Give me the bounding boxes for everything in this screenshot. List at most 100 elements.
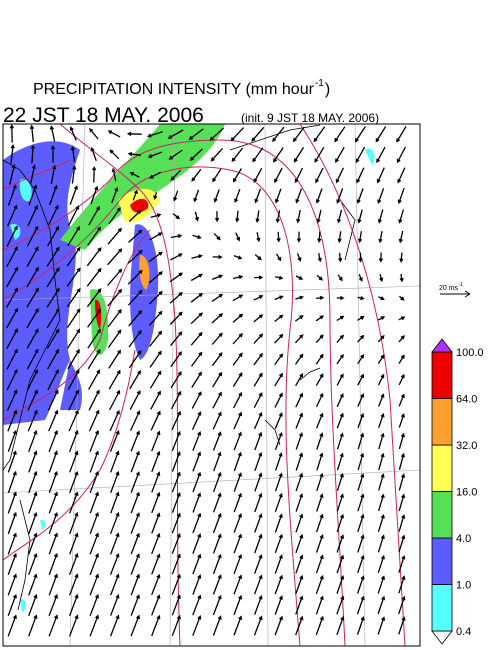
colorbar-label: 0.4: [456, 626, 471, 638]
wind-arrow: [86, 288, 102, 308]
wind-arrow: [253, 392, 263, 408]
wind-arrow: [194, 211, 200, 222]
wind-arrow: [48, 593, 58, 617]
wind-arrow: [398, 413, 405, 428]
wind-arrow: [315, 412, 324, 429]
wind-arrow: [109, 389, 121, 411]
wind-arrow: [68, 429, 79, 453]
wind-arrow: [315, 513, 324, 533]
wind-arrow: [171, 594, 181, 616]
precip-cyan: [10, 179, 32, 240]
wind-arrow: [274, 353, 284, 366]
wind-arrow: [337, 274, 343, 282]
wind-arrow: [151, 594, 161, 616]
wind-arrow: [170, 351, 182, 368]
wind-arrow: [148, 310, 163, 326]
wind-arrow: [128, 349, 142, 369]
wind-arrow: [167, 129, 184, 139]
wind-arrow: [398, 575, 406, 594]
wind-arrow: [89, 614, 99, 637]
wind-arrow: [49, 125, 56, 142]
wind-arrow: [192, 471, 202, 493]
wind-arrow: [317, 231, 322, 243]
wind-arrow: [30, 144, 35, 164]
wind-arrow: [66, 267, 81, 287]
wind-arrow: [334, 126, 346, 143]
wind-arrow: [335, 167, 344, 184]
wind-arrow: [88, 409, 100, 432]
wind-arrow: [315, 315, 325, 322]
wind-arrow: [7, 409, 18, 432]
wind-arrow: [151, 450, 161, 473]
wind-arrow: [67, 328, 81, 349]
wind-arrow: [398, 393, 405, 407]
wind-arrow: [254, 451, 263, 472]
wind-arrow: [233, 451, 242, 472]
wind-arrow: [89, 470, 99, 494]
wind-arrow: [109, 149, 120, 160]
wind-arrow: [253, 352, 263, 366]
wind-arrow: [336, 575, 345, 594]
precip-orange: [139, 255, 150, 290]
wind-arrow: [398, 452, 405, 470]
wind-arrow: [274, 188, 282, 204]
wind-arrow: [7, 552, 17, 576]
wind-arrow: [253, 595, 263, 615]
wind-arrow: [170, 169, 182, 181]
wind-arrow: [192, 512, 202, 534]
valid-time: 22 JST 18 MAY. 2006: [3, 104, 204, 127]
wind-arrow: [276, 231, 281, 243]
wind-arrow: [47, 204, 59, 227]
wind-arrow: [89, 450, 99, 473]
wind-arrow: [295, 615, 304, 636]
wind-arrow: [233, 533, 243, 554]
wind-arrow: [295, 513, 304, 533]
wind-arrow: [126, 131, 142, 136]
wind-arrow: [107, 248, 123, 266]
wind-arrow: [232, 313, 244, 323]
wind-arrow: [377, 354, 385, 364]
wind-arrow: [151, 553, 161, 575]
wind-arrow: [170, 390, 182, 410]
precip-blue: [3, 141, 80, 426]
wind-arrow: [7, 491, 17, 514]
wind-arrow: [127, 289, 143, 306]
wind-arrow: [190, 331, 203, 346]
wind-arrow: [149, 171, 161, 179]
title-close: ): [325, 81, 330, 98]
wind-arrow: [90, 146, 97, 162]
wind-arrow: [378, 412, 385, 429]
wind-arrow: [212, 594, 222, 616]
wind-arrow: [397, 187, 405, 205]
wind-arrow: [211, 313, 224, 324]
wind-arrow: [147, 151, 163, 159]
wind-arrow: [66, 308, 81, 328]
wind-arrow: [46, 328, 60, 349]
wind-arrow: [336, 392, 344, 408]
wind-arrow: [191, 254, 203, 259]
wind-arrow: [88, 369, 101, 390]
wind-arrow: [130, 430, 140, 452]
wind-arrow: [294, 353, 304, 365]
wind-arrow: [254, 492, 263, 513]
wind-arrow: [232, 332, 243, 345]
wind-arrow: [336, 432, 344, 450]
wind-arrow: [253, 314, 264, 323]
colorbar-label: 1.0: [456, 580, 471, 592]
wind-arrow: [67, 348, 80, 370]
wind-arrow: [336, 554, 345, 574]
title: PRECIPITATION INTENSITY (mm hour: [33, 81, 315, 98]
wind-arrow: [68, 389, 80, 411]
wind-arrow: [233, 411, 243, 430]
wind-arrow: [87, 226, 102, 246]
wind-arrow: [251, 126, 265, 142]
colorbar-segment: [431, 398, 453, 446]
init-time: (init. 9 JST 18 MAY. 2006): [241, 111, 379, 125]
wind-arrow: [48, 552, 58, 576]
wind-arrow: [6, 389, 18, 411]
wind-arrow: [151, 614, 161, 637]
wind-arrow: [336, 615, 345, 636]
wind-arrow: [130, 614, 140, 637]
wind-arrow: [378, 473, 385, 491]
